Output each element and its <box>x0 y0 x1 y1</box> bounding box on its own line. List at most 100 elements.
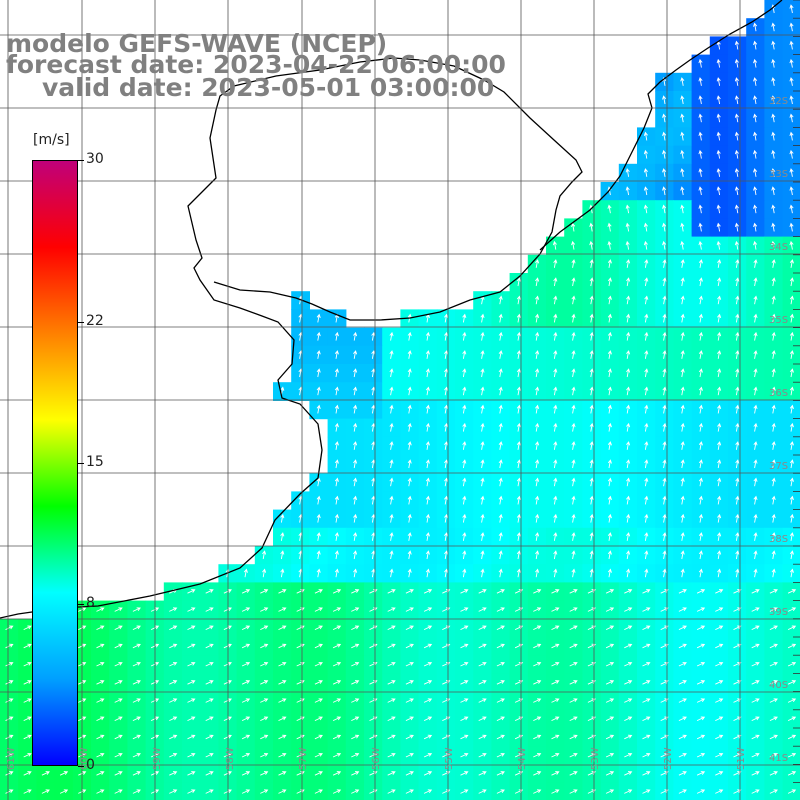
wind-arrow <box>407 532 412 541</box>
colorbar-tick <box>78 160 84 161</box>
wind-arrow <box>260 752 269 758</box>
wind-arrow <box>751 752 760 758</box>
wind-arrow <box>278 643 287 649</box>
wind-arrow <box>607 222 612 232</box>
wind-arrow <box>425 350 430 359</box>
wind-arrow <box>753 550 758 560</box>
wind-arrow <box>751 771 760 776</box>
wind-arrow <box>205 589 214 594</box>
wind-arrow <box>789 513 794 523</box>
longitude-label: 57W <box>298 747 309 770</box>
wind-arrow <box>698 404 703 414</box>
wind-arrow <box>624 589 633 594</box>
wind-arrow <box>169 643 178 649</box>
wind-arrow <box>223 752 232 758</box>
wind-arrow <box>535 513 540 523</box>
wind-arrow <box>589 368 594 378</box>
wind-arrow <box>187 661 196 667</box>
wind-arrow <box>771 568 776 578</box>
wind-arrow <box>533 698 542 703</box>
wind-arrow <box>241 771 251 776</box>
wind-arrow <box>444 368 449 378</box>
wind-arrow <box>496 789 505 794</box>
wind-arrow <box>223 771 232 776</box>
wind-arrow <box>589 277 594 287</box>
wind-arrow <box>717 404 722 414</box>
wind-arrow <box>553 532 558 541</box>
wind-arrow <box>753 513 758 523</box>
wind-arrow <box>696 589 706 594</box>
wind-arrow <box>698 168 703 177</box>
wind-arrow <box>278 734 287 740</box>
longitude-labels: 61W 60W 59W 58W 57W 56W 55W 54W 53W 52W 51W <box>6 747 747 770</box>
wind-arrow <box>187 789 196 794</box>
wind-arrow <box>644 568 649 578</box>
wind-arrow <box>405 752 414 758</box>
wind-arrow <box>626 313 631 323</box>
wind-arrow <box>551 680 560 685</box>
wind-arrow <box>389 532 394 541</box>
wind-arrow <box>787 752 797 758</box>
wind-arrow <box>314 589 323 594</box>
wind-arrow <box>389 331 394 341</box>
wind-arrow <box>734 168 739 177</box>
wind-arrow <box>589 477 594 487</box>
wind-arrow <box>605 680 615 685</box>
wind-arrow <box>498 477 503 487</box>
wind-arrow <box>405 698 414 703</box>
wind-arrow <box>480 331 485 341</box>
wind-arrow <box>733 607 742 612</box>
wind-arrow <box>444 568 449 578</box>
wind-arrow <box>644 295 649 305</box>
wind-arrow <box>771 58 776 68</box>
wind-arrow <box>460 661 469 667</box>
wind-arrow <box>662 277 667 287</box>
wind-arrow <box>715 789 724 794</box>
wind-arrow <box>296 771 305 776</box>
wind-arrow <box>753 240 758 250</box>
wind-arrow <box>444 386 449 396</box>
wind-arrow <box>132 771 141 776</box>
wind-arrow <box>753 495 758 505</box>
wind-arrow <box>407 368 412 378</box>
wind-arrow <box>353 404 358 414</box>
wind-arrow <box>132 661 141 667</box>
wind-arrow <box>553 313 558 323</box>
wind-arrow <box>407 477 412 487</box>
wind-arrow <box>771 77 776 86</box>
wind-arrow <box>698 513 703 523</box>
wind-arrow <box>96 771 105 776</box>
wind-arrow <box>643 222 648 232</box>
wind-arrow <box>789 240 794 250</box>
wind-arrow <box>516 295 521 305</box>
wind-arrow <box>371 386 376 396</box>
longitude-label: 51W <box>736 747 747 770</box>
wind-arrow <box>753 477 758 487</box>
wind-arrow <box>789 386 794 396</box>
wind-arrow <box>187 680 196 685</box>
wind-arrow <box>717 313 722 323</box>
wind-arrow <box>280 532 285 541</box>
wind-arrow <box>551 789 560 794</box>
wind-arrow <box>23 734 32 740</box>
wind-arrow <box>389 495 394 505</box>
wind-arrow <box>462 331 467 341</box>
wind-arrow <box>260 789 269 794</box>
wind-arrow <box>607 495 612 505</box>
wind-arrow <box>698 459 703 469</box>
wind-arrow <box>715 607 724 612</box>
wind-arrow <box>771 113 776 123</box>
wind-arrow <box>169 752 178 758</box>
model-title: modelo GEFS-WAVE (NCEP) <box>6 29 388 58</box>
wind-arrow <box>187 716 196 722</box>
wind-arrow <box>589 331 594 341</box>
wind-arrow <box>569 771 578 776</box>
wind-arrow <box>96 661 105 667</box>
wind-arrow <box>680 149 685 159</box>
wind-arrow <box>734 40 739 50</box>
wind-arrow <box>444 513 449 523</box>
wind-arrow <box>169 607 178 612</box>
wind-arrow <box>644 404 649 414</box>
wind-arrow <box>717 441 722 450</box>
